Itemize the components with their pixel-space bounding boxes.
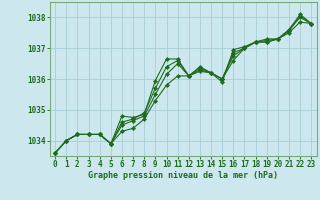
X-axis label: Graphe pression niveau de la mer (hPa): Graphe pression niveau de la mer (hPa) <box>88 171 278 180</box>
